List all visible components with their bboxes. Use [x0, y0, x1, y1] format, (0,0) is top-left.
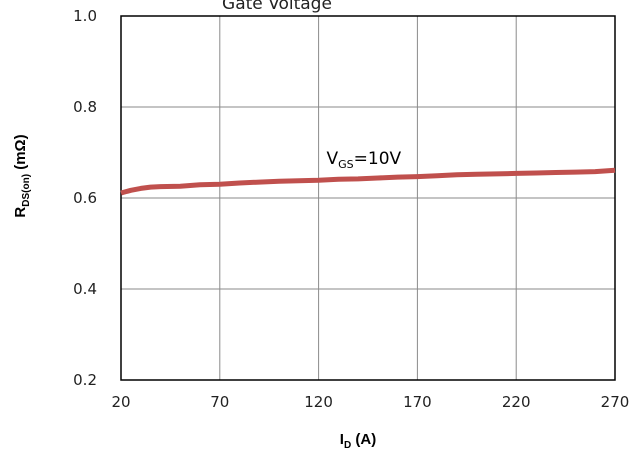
x-tick-label: 220	[502, 393, 531, 411]
tick-labels: 20 70 120 170 220 270 0.2 0.4 0.6 0.8 1.0	[73, 7, 629, 411]
x-tick-label: 20	[111, 393, 130, 411]
y-tick-label: 0.6	[73, 189, 97, 207]
grid	[121, 16, 615, 380]
x-axis-label: ID (A)	[340, 431, 376, 450]
annotation-rest: =10V	[354, 149, 402, 169]
series-annotation: VGS=10V	[327, 149, 402, 171]
series-layer	[120, 167, 616, 196]
y-tick-label: 0.8	[73, 98, 97, 116]
y-axis-label: RDS(on) (mΩ)	[12, 134, 32, 217]
y-tick-label: 0.4	[73, 280, 97, 298]
y-axis-label-main: R	[12, 207, 29, 218]
annotation-main: V	[327, 149, 339, 169]
y-tick-label: 0.2	[73, 371, 97, 389]
y-tick-label: 1.0	[73, 7, 97, 25]
y-axis-label-sub: DS(on)	[21, 174, 32, 207]
x-tick-label: 170	[403, 393, 432, 411]
x-axis-label-rest: (A)	[351, 431, 376, 448]
x-tick-label: 120	[304, 393, 333, 411]
y-axis-label-rest: (mΩ)	[12, 134, 29, 174]
x-tick-label: 70	[210, 393, 229, 411]
annotation-sub: GS	[338, 158, 354, 171]
x-axis-label-main: I	[340, 431, 344, 448]
x-tick-label: 270	[601, 393, 630, 411]
x-axis-label-sub: D	[344, 440, 351, 450]
series-line	[120, 167, 616, 196]
chart-title: Gate Voltage	[222, 0, 332, 14]
plot-area-frame	[120, 15, 616, 381]
